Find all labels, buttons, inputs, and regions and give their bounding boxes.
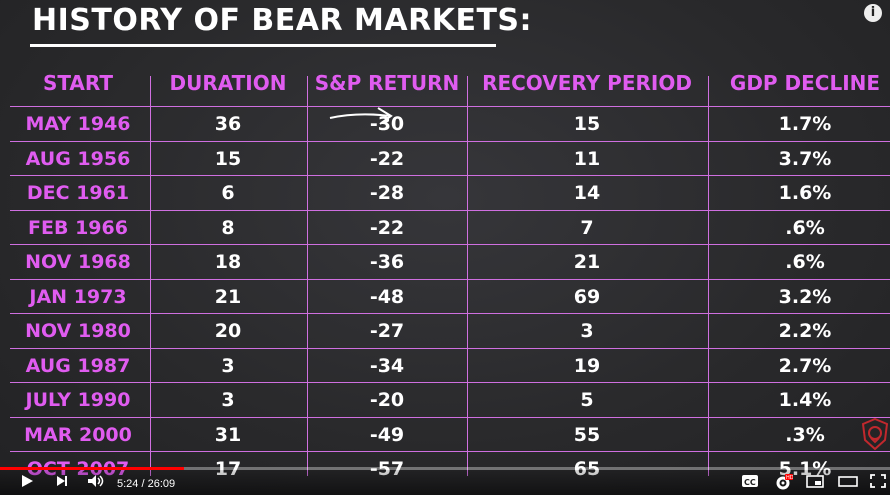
cell-gdp-decline: 2.7% [778,355,832,377]
column-header-sp-return: S&P RETURN [314,71,460,95]
cell-recovery-period: 19 [573,355,601,377]
cell-duration: 21 [214,286,242,308]
row-divider [10,106,890,107]
theater-mode-icon[interactable] [838,474,858,492]
cell-duration: 3 [221,355,235,377]
column-divider [150,76,151,476]
seek-bar[interactable] [0,467,890,470]
row-divider [10,382,890,383]
cell-start: FEB 1966 [28,217,128,239]
row-divider [10,313,890,314]
cell-recovery-period: 15 [573,113,601,135]
row-divider [10,417,890,418]
column-header-recovery-period: RECOVERY PERIOD [482,71,692,95]
captions-label: CC [744,478,756,487]
cell-recovery-period: 7 [580,217,594,239]
cell-start: DEC 1961 [26,182,130,204]
cell-start: MAY 1946 [25,113,131,135]
cell-gdp-decline: 2.2% [778,320,832,342]
row-divider [10,175,890,176]
cell-recovery-period: 55 [573,424,601,446]
column-header-start: START [42,71,114,95]
cell-sp-return: -28 [369,182,405,204]
cell-start: JULY 1990 [25,389,131,411]
cell-start: AUG 1987 [25,355,131,377]
row-divider [10,244,890,245]
player-controls: CC HD [0,470,890,495]
hand-drawn-arrow-icon [329,107,393,125]
cell-sp-return: -22 [369,217,405,239]
cell-recovery-period: 5 [580,389,594,411]
cell-start: AUG 1956 [25,148,131,170]
cell-start: MAR 2000 [24,424,132,446]
volume-icon[interactable] [87,474,105,492]
page-title: HISTORY OF BEAR MARKETS: [32,3,533,38]
cell-start: NOV 1980 [25,320,131,342]
cell-duration: 18 [214,251,242,273]
cell-sp-return: -20 [369,389,405,411]
cell-sp-return: -27 [369,320,405,342]
cell-sp-return: -36 [369,251,405,273]
cell-recovery-period: 11 [573,148,601,170]
cell-gdp-decline: 3.2% [778,286,832,308]
cell-duration: 31 [214,424,242,446]
column-header-duration: DURATION [169,71,287,95]
cell-gdp-decline: 3.7% [778,148,832,170]
miniplayer-icon[interactable] [806,474,824,492]
cell-sp-return: -22 [369,148,405,170]
cell-sp-return: -30 [369,113,405,135]
cell-sp-return: -34 [369,355,405,377]
cell-gdp-decline: 1.4% [778,389,832,411]
title-underline [30,44,496,47]
row-divider [10,141,890,142]
row-divider [10,348,890,349]
cell-recovery-period: 69 [573,286,601,308]
cell-start: JAN 1973 [29,286,127,308]
cell-duration: 20 [214,320,242,342]
column-divider [708,76,709,476]
time-display: 5:24 / 26:09 [117,478,176,490]
column-divider [307,76,308,476]
cell-recovery-period: 3 [580,320,594,342]
cell-start: NOV 1968 [25,251,131,273]
cell-duration: 6 [221,182,235,204]
cell-recovery-period: 14 [573,182,601,204]
cell-duration: 3 [221,389,235,411]
cell-duration: 15 [214,148,242,170]
cell-duration: 36 [214,113,242,135]
cell-sp-return: -48 [369,286,405,308]
row-divider [10,279,890,280]
cell-gdp-decline: 1.7% [778,113,832,135]
column-divider [467,76,468,476]
cell-recovery-period: 21 [573,251,601,273]
next-icon[interactable] [55,474,69,492]
settings-gear-icon[interactable]: HD [775,474,794,494]
info-icon[interactable]: i [864,4,882,22]
captions-icon[interactable]: CC [741,474,759,492]
row-divider [10,451,890,452]
cell-sp-return: -49 [369,424,405,446]
seek-bar-played [0,467,184,470]
cell-gdp-decline: 1.6% [778,182,832,204]
fullscreen-icon[interactable] [870,474,886,492]
cell-gdp-decline: .6% [785,251,825,273]
cell-gdp-decline: .3% [785,424,825,446]
cell-duration: 8 [221,217,235,239]
hd-badge: HD [786,475,793,481]
channel-lion-logo-icon [862,418,888,450]
row-divider [10,210,890,211]
play-icon[interactable] [20,474,34,492]
cell-gdp-decline: .6% [785,217,825,239]
column-header-gdp-decline: GDP DECLINE [729,71,881,95]
